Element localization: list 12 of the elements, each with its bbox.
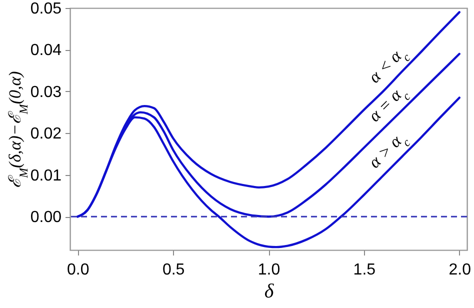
x-tick-label: 2.0 — [448, 262, 472, 278]
x-tick-label: 0.5 — [162, 262, 185, 278]
x-tick-label: 0.0 — [67, 262, 90, 278]
x-tick-label: 1.5 — [353, 262, 376, 278]
y-tick-label: 0.01 — [30, 167, 62, 184]
y-tick-label: 0.05 — [30, 0, 62, 18]
y-tick-label: 0.02 — [30, 126, 62, 143]
y-tick-label: 0.04 — [30, 42, 62, 60]
y-tick-label: 0.00 — [30, 209, 62, 226]
x-tick-label: 1.0 — [258, 262, 280, 278]
y-tick-label: 0.03 — [30, 84, 62, 101]
x-axis-title: δ — [264, 280, 274, 302]
